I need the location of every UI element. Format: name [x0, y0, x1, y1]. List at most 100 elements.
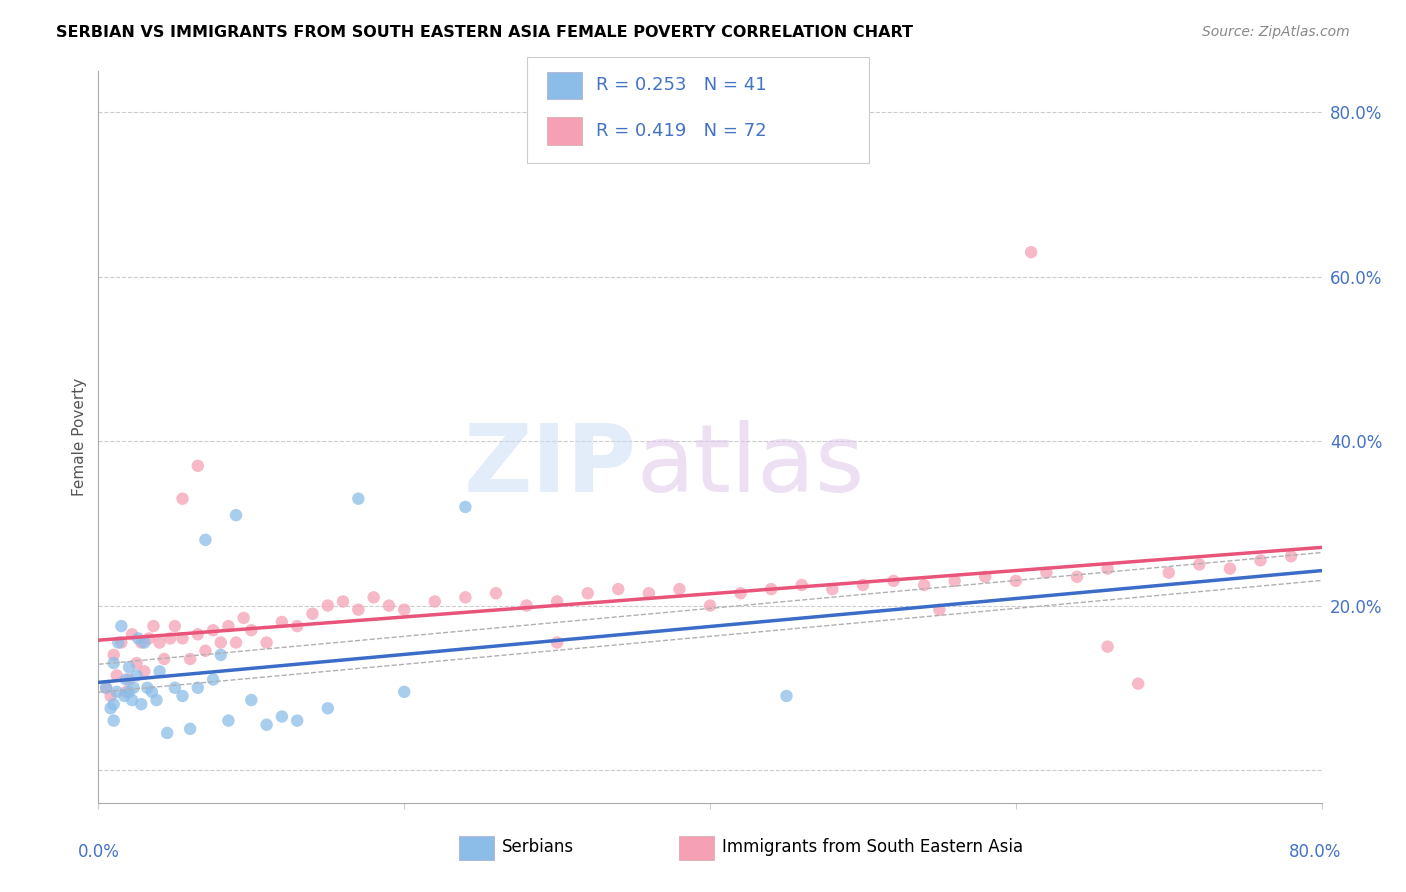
Text: 0.0%: 0.0% — [77, 843, 120, 861]
Point — [100, 689, 122, 703]
Point — [1219, 561, 1241, 575]
Point — [159, 632, 181, 646]
Point — [546, 635, 568, 649]
Point — [301, 607, 323, 621]
Y-axis label: Female Poverty: Female Poverty — [72, 378, 87, 496]
FancyBboxPatch shape — [460, 836, 494, 860]
Point — [156, 726, 179, 740]
Point — [115, 685, 138, 699]
Point — [118, 673, 141, 687]
Point — [209, 648, 232, 662]
Point — [316, 599, 339, 613]
Point — [145, 693, 167, 707]
Point — [142, 619, 165, 633]
Point — [363, 591, 385, 605]
Point — [103, 697, 125, 711]
Point — [134, 665, 156, 679]
Point — [928, 602, 950, 616]
Point — [1097, 640, 1119, 654]
Point — [240, 693, 263, 707]
Point — [121, 693, 143, 707]
Point — [883, 574, 905, 588]
Point — [134, 635, 156, 649]
Point — [172, 632, 194, 646]
Point — [485, 586, 508, 600]
Text: SERBIAN VS IMMIGRANTS FROM SOUTH EASTERN ASIA FEMALE POVERTY CORRELATION CHART: SERBIAN VS IMMIGRANTS FROM SOUTH EASTERN… — [56, 25, 914, 40]
Point — [270, 615, 292, 629]
Point — [285, 714, 308, 728]
Point — [1188, 558, 1211, 572]
Point — [392, 602, 416, 616]
Point — [121, 627, 143, 641]
Point — [637, 586, 661, 600]
Point — [1019, 245, 1042, 260]
Point — [347, 602, 370, 616]
Point — [163, 681, 186, 695]
Text: R = 0.253   N = 41: R = 0.253 N = 41 — [596, 77, 766, 95]
Point — [122, 681, 145, 695]
Point — [138, 632, 160, 646]
Point — [163, 619, 186, 633]
Point — [105, 668, 128, 682]
Point — [285, 619, 308, 633]
Point — [912, 578, 935, 592]
Point — [1097, 561, 1119, 575]
Point — [1035, 566, 1057, 580]
FancyBboxPatch shape — [547, 117, 582, 145]
Point — [1157, 566, 1180, 580]
Point — [103, 714, 125, 728]
Point — [347, 491, 370, 506]
Point — [129, 635, 152, 649]
Point — [270, 709, 292, 723]
Point — [187, 627, 209, 641]
Point — [94, 681, 117, 695]
Point — [546, 594, 568, 608]
Point — [217, 714, 239, 728]
Point — [1279, 549, 1302, 564]
Point — [103, 648, 125, 662]
Text: Source: ZipAtlas.com: Source: ZipAtlas.com — [1202, 25, 1350, 39]
Point — [516, 599, 538, 613]
Point — [1128, 676, 1150, 690]
Point — [699, 599, 721, 613]
Point — [1066, 570, 1088, 584]
Point — [775, 689, 797, 703]
Point — [1004, 574, 1026, 588]
Point — [232, 611, 254, 625]
Point — [136, 681, 159, 695]
Point — [125, 656, 148, 670]
Point — [209, 635, 232, 649]
Point — [607, 582, 630, 596]
Point — [153, 652, 176, 666]
Point — [141, 685, 163, 699]
Text: 80.0%: 80.0% — [1288, 843, 1341, 861]
Point — [576, 586, 599, 600]
Point — [112, 689, 135, 703]
Point — [790, 578, 813, 592]
Point — [730, 586, 752, 600]
Point — [172, 491, 194, 506]
FancyBboxPatch shape — [547, 71, 582, 99]
Point — [127, 632, 149, 646]
Point — [100, 701, 122, 715]
Point — [179, 722, 201, 736]
Point — [172, 689, 194, 703]
Point — [217, 619, 239, 633]
Point — [105, 685, 128, 699]
Point — [194, 644, 217, 658]
Point — [118, 660, 141, 674]
Point — [202, 624, 225, 638]
Point — [103, 656, 125, 670]
Point — [974, 570, 997, 584]
Point — [454, 591, 477, 605]
Point — [392, 685, 416, 699]
Point — [115, 673, 138, 687]
Point — [187, 681, 209, 695]
Text: R = 0.419   N = 72: R = 0.419 N = 72 — [596, 122, 766, 140]
Point — [759, 582, 782, 596]
Point — [668, 582, 690, 596]
Point — [256, 635, 278, 649]
FancyBboxPatch shape — [679, 836, 714, 860]
Point — [225, 635, 247, 649]
Point — [454, 500, 477, 514]
